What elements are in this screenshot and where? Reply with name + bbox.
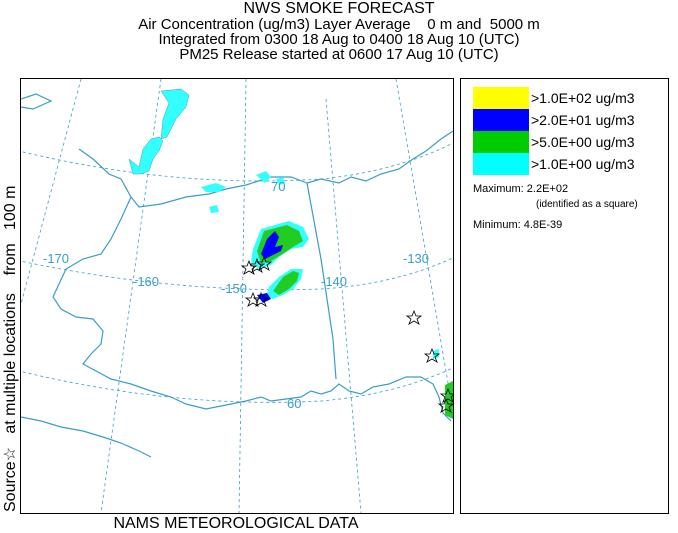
title-integration-period: Integrated from 0300 18 Aug to 0400 18 A… (158, 31, 520, 48)
source-marker (248, 257, 266, 273)
title-release-start: PM25 Release started at 0600 17 Aug 10 (… (179, 46, 499, 63)
meridian-140 (325, 98, 362, 513)
plume-north-arctic (128, 88, 190, 175)
legend-panel: >1.0E+02 ug/m3 >2.0E+01 ug/m3 >5.0E+00 u… (460, 78, 669, 514)
lon-label-160: -160 (133, 274, 159, 289)
lat-label-60: 60 (287, 396, 301, 411)
legend-maximum-note: (identified as a square) (536, 199, 638, 210)
lon-label-170: -170 (43, 251, 69, 266)
legend-label-20: >2.0E+01 ug/m3 (531, 112, 635, 128)
source-marker (437, 397, 453, 413)
source-marker (252, 291, 270, 307)
title-concentration: Air Concentration (ug/m3) Layer Average … (138, 16, 540, 33)
legend-row-1: >1.0E+00 ug/m3 (473, 153, 663, 175)
lon-label-150: -150 (221, 281, 247, 296)
aleutian-chain (21, 416, 152, 458)
legend-maximum: Maximum: 2.2E+02 (473, 183, 569, 195)
northwest-coast (21, 93, 53, 110)
plume-beaufort-2 (276, 177, 285, 185)
map-panel: -170 -160 -150 -140 -130 70 60 (20, 78, 454, 514)
alaska-coastline (52, 148, 452, 422)
legend-swatch-1 (473, 153, 529, 175)
plume-small (209, 205, 219, 213)
legend-row-100: >1.0E+02 ug/m3 (473, 87, 663, 109)
plume-interior-level20 (261, 231, 283, 259)
legend-swatch-100 (473, 87, 529, 109)
source-locations-label: Source☆ at multiple locations from 100 m (2, 185, 19, 512)
legend-swatch-20 (473, 109, 529, 131)
source-marker (405, 309, 423, 325)
legend-label-100: >1.0E+02 ug/m3 (531, 90, 635, 106)
meridian-150 (238, 79, 247, 513)
plume-chukchi (201, 183, 226, 192)
border-alaska-canada (306, 182, 337, 380)
source-marker (423, 347, 441, 363)
latitude-line-65 (21, 257, 453, 291)
map-canvas: -170 -160 -150 -140 -130 70 60 (21, 79, 453, 513)
coastline (21, 93, 453, 458)
canada-arctic-coast (306, 130, 453, 184)
legend-minimum: Minimum: 4.8E-39 (473, 219, 563, 231)
latitude-line-60 (21, 367, 453, 403)
meridian-130 (395, 79, 453, 415)
lat-label-70: 70 (271, 179, 285, 194)
legend-label-5: >5.0E+00 ug/m3 (531, 134, 635, 150)
plume-beaufort (256, 171, 271, 183)
legend-label-1: >1.0E+00 ug/m3 (531, 156, 635, 172)
latitude-line-70 (21, 142, 453, 182)
smoke-plumes (128, 88, 453, 419)
source-marker (439, 387, 453, 403)
title-block: NWS SMOKE FORECAST Air Concentration (ug… (0, 0, 678, 62)
source-marker (255, 255, 273, 271)
source-markers (240, 255, 453, 413)
legend-row-5: >5.0E+00 ug/m3 (473, 131, 663, 153)
lon-label-130: -130 (403, 251, 429, 266)
meteorological-data-label: NAMS METEOROLOGICAL DATA (113, 515, 359, 532)
lon-label-140: -140 (321, 274, 347, 289)
legend-swatch-5 (473, 131, 529, 153)
meridian-170 (21, 79, 82, 306)
source-marker (240, 259, 258, 275)
legend-row-20: >2.0E+01 ug/m3 (473, 109, 663, 131)
title-main: NWS SMOKE FORECAST (243, 0, 435, 17)
plume-east-level5 (273, 271, 299, 295)
graticule (21, 79, 453, 513)
